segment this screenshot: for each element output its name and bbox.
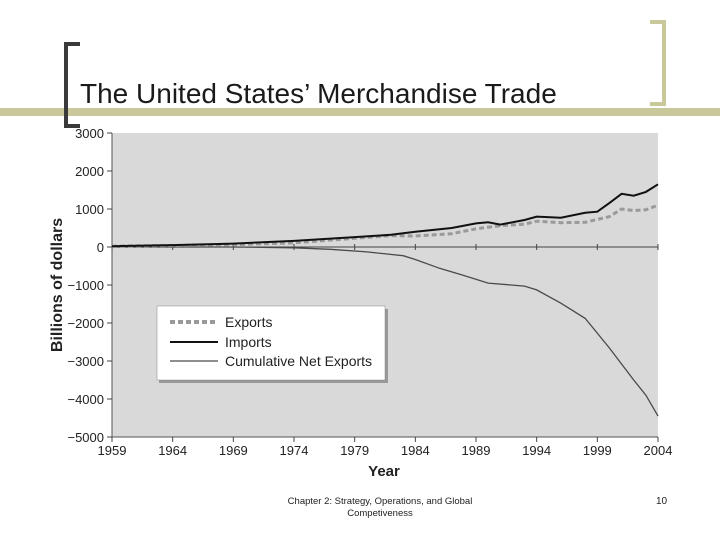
x-tick-label: 1959 bbox=[98, 443, 127, 458]
legend-exports-label: Exports bbox=[225, 314, 272, 330]
x-axis-label: Year bbox=[368, 463, 400, 480]
x-tick-label: 1999 bbox=[583, 443, 612, 458]
y-tick-label: 3000 bbox=[75, 126, 104, 141]
y-axis-label: Billions of dollars bbox=[49, 218, 66, 352]
x-tick-label: 1964 bbox=[158, 443, 187, 458]
title-underline-bar bbox=[0, 108, 720, 116]
x-tick-label: 1994 bbox=[522, 443, 551, 458]
y-tick-label: −3000 bbox=[67, 354, 104, 369]
slide-title: The United States’ Merchandise Trade bbox=[80, 78, 557, 109]
series-imports-line bbox=[111, 183, 659, 248]
y-tick-label: −5000 bbox=[67, 430, 104, 445]
right-bracket bbox=[650, 20, 666, 106]
x-tick-label: 1974 bbox=[280, 443, 309, 458]
left-bracket bbox=[64, 42, 80, 128]
series-exports-line bbox=[111, 203, 659, 248]
y-tick-label: −4000 bbox=[67, 392, 104, 407]
slide-footer: Chapter 2: Strategy, Operations, and Glo… bbox=[287, 496, 473, 519]
x-tick-label: 1979 bbox=[340, 443, 369, 458]
series-net-exports-line bbox=[112, 246, 659, 417]
y-tick-label: 2000 bbox=[75, 164, 104, 179]
plot-background bbox=[112, 133, 658, 437]
x-tick-label: 1969 bbox=[219, 443, 248, 458]
y-tick-label: −1000 bbox=[67, 278, 104, 293]
x-tick-label: 1984 bbox=[401, 443, 430, 458]
legend: Exports Imports Cumulative Net Exports bbox=[156, 305, 388, 383]
y-tick-label: −2000 bbox=[67, 316, 104, 331]
x-tick-label: 1989 bbox=[462, 443, 491, 458]
y-tick-label: 1000 bbox=[75, 202, 104, 217]
y-ticks: −5000 −4000 −3000 −2000 −1000 0 1000 2000 3000 bbox=[67, 126, 112, 445]
y-tick-label: 0 bbox=[97, 240, 104, 255]
legend-imports-label: Imports bbox=[225, 334, 272, 350]
page-number: 10 bbox=[656, 496, 668, 507]
series-lines bbox=[111, 183, 659, 417]
legend-net-exports-label: Cumulative Net Exports bbox=[225, 353, 372, 369]
x-ticks: 1959 1964 1969 1974 1979 1984 1989 1994 1999 2004 bbox=[98, 244, 673, 458]
x-tick-label: 2004 bbox=[644, 443, 673, 458]
